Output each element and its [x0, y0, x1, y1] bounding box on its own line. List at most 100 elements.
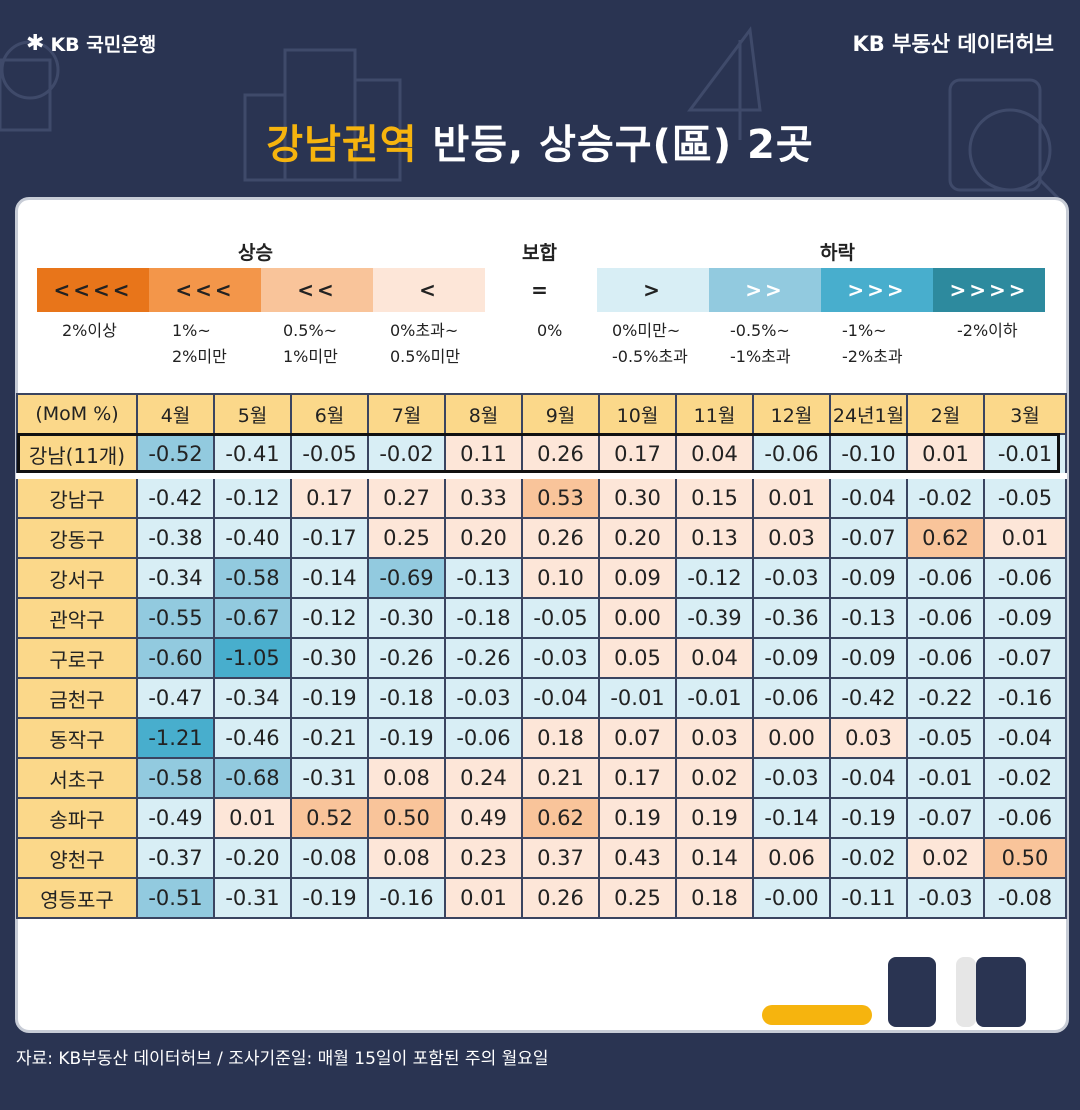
title-rest: 반등, 상승구(區) 2곳: [432, 122, 814, 168]
total-row: 강남(11개) -0.52 -0.41 -0.05 -0.02 0.11 0.26 0.17 0…: [16, 433, 1067, 477]
legend-label-6: -0.5%~ -1%초과: [730, 318, 791, 370]
row-label: 관악구: [16, 597, 138, 639]
table-cell: 0.02: [675, 757, 754, 799]
table-cell: -0.36: [752, 597, 831, 639]
table-cell: -0.30: [290, 637, 369, 679]
legend-label-line2: 0.5%미만: [390, 347, 461, 366]
table-cell: 0.17: [598, 757, 677, 799]
table-cell: 0.00: [598, 597, 677, 639]
table-cell: -0.06: [752, 433, 831, 477]
table-cell: 0.08: [367, 837, 446, 879]
table-cell: 0.04: [675, 433, 754, 477]
table-cell: -0.52: [136, 433, 215, 477]
table-cell: 0.18: [521, 717, 600, 759]
row-label: 강남(11개): [16, 433, 138, 477]
table-cell: 0.14: [675, 837, 754, 879]
table-cell: 0.17: [290, 475, 369, 519]
table-cell: -0.06: [906, 557, 985, 599]
table-row: 강남구 -0.42 -0.12 0.17 0.27 0.33 0.53 0.30 0.15 0.0…: [16, 475, 1067, 519]
row-label: 서초구: [16, 757, 138, 799]
table-row: 송파구 -0.49 0.01 0.52 0.50 0.49 0.62 0.19 0.19 -0.1…: [16, 797, 1067, 839]
column-header: 4월: [136, 393, 215, 435]
table-cell: 0.37: [521, 837, 600, 879]
table-cell: -0.06: [444, 717, 523, 759]
row-label: 강서구: [16, 557, 138, 599]
data-table: (MoM %) 4월 5월 6월 7월 8월 9월 10월 11월 12월 24년1월 2월 3월 강남…: [16, 393, 1067, 919]
table-cell: -0.00: [752, 877, 831, 919]
table-cell: -0.19: [829, 797, 908, 839]
legend-cell-0: <<<<: [37, 268, 149, 312]
table-cell: -0.09: [829, 637, 908, 679]
table-cell: -0.05: [290, 433, 369, 477]
table-cell: -0.31: [213, 877, 292, 919]
table-cell: -0.04: [829, 757, 908, 799]
table-cell: -0.10: [829, 433, 908, 477]
table-cell: 0.05: [598, 637, 677, 679]
table-cell: 0.49: [444, 797, 523, 839]
table-cell: 0.25: [598, 877, 677, 919]
table-cell: 0.33: [444, 475, 523, 519]
table-cell: -0.03: [752, 757, 831, 799]
legend-group-up: 상승: [238, 242, 273, 264]
title-highlight: 강남권역: [266, 122, 418, 168]
table-cell: 0.62: [521, 797, 600, 839]
source-note: 자료: KB부동산 데이터허브 / 조사기준일: 매월 15일이 포함된 주의 …: [16, 1049, 549, 1069]
table-cell: 0.11: [444, 433, 523, 477]
table-cell: -0.01: [906, 757, 985, 799]
table-cell: -0.01: [983, 433, 1067, 477]
table-cell: 0.01: [213, 797, 292, 839]
kb-star-icon: ✱: [26, 31, 45, 56]
table-cell: -0.03: [752, 557, 831, 599]
legend-label-line1: -1%~: [842, 321, 887, 340]
table-cell: -0.42: [829, 677, 908, 719]
row-label: 동작구: [16, 717, 138, 759]
column-header: 24년1월: [829, 393, 908, 435]
table-cell: 0.53: [521, 475, 600, 519]
yellow-bar-decoration: [762, 1005, 872, 1025]
table-cell: 0.00: [752, 717, 831, 759]
row-label: 강동구: [16, 517, 138, 559]
table-cell: -0.34: [213, 677, 292, 719]
table-row: 강서구 -0.34 -0.58 -0.14 -0.69 -0.13 0.10 0.09 -0.1…: [16, 557, 1067, 599]
table-cell: 0.50: [367, 797, 446, 839]
table-cell: 0.62: [906, 517, 985, 559]
table-cell: -0.05: [983, 475, 1067, 519]
legend-label-line2: -0.5%초과: [612, 347, 688, 366]
table-cell: 0.27: [367, 475, 446, 519]
table-cell: -0.06: [983, 797, 1067, 839]
table-row: 관악구 -0.55 -0.67 -0.12 -0.30 -0.18 -0.05 0.00 -0.…: [16, 597, 1067, 639]
column-header: 9월: [521, 393, 600, 435]
table-cell: -0.08: [290, 837, 369, 879]
table-row: 강동구 -0.38 -0.40 -0.17 0.25 0.20 0.26 0.20 0.13 0.…: [16, 517, 1067, 559]
table-cell: -0.06: [906, 637, 985, 679]
table-cell: -0.02: [983, 757, 1067, 799]
table-cell: 0.03: [752, 517, 831, 559]
table-cell: -0.07: [829, 517, 908, 559]
table-cell: -0.11: [829, 877, 908, 919]
table-cell: -0.09: [983, 597, 1067, 639]
table-cell: -0.06: [752, 677, 831, 719]
table-cell: -0.18: [367, 677, 446, 719]
table-cell: 0.13: [675, 517, 754, 559]
table-cell: -1.21: [136, 717, 215, 759]
table-cell: 0.20: [598, 517, 677, 559]
background-decoration: [0, 26, 1063, 200]
table-cell: 0.26: [521, 517, 600, 559]
table-cell: -0.12: [290, 597, 369, 639]
table-cell: 0.03: [675, 717, 754, 759]
legend-label-line1: 0.5%~: [283, 321, 338, 340]
row-label: 강남구: [16, 475, 138, 519]
table-cell: 0.24: [444, 757, 523, 799]
row-label: 영등포구: [16, 877, 138, 919]
table-cell: -0.38: [136, 517, 215, 559]
legend-label-1: 1%~ 2%미만: [172, 318, 227, 370]
table-cell: 0.20: [444, 517, 523, 559]
table-cell: 0.19: [598, 797, 677, 839]
table-cell: -0.69: [367, 557, 446, 599]
table-cell: -0.01: [598, 677, 677, 719]
legend-cell-3: <: [373, 268, 485, 312]
table-cell: -0.26: [367, 637, 446, 679]
kb-bank-logo: ✱ KB 국민은행: [26, 30, 156, 57]
table-cell: 0.23: [444, 837, 523, 879]
table-cell: -0.03: [444, 677, 523, 719]
